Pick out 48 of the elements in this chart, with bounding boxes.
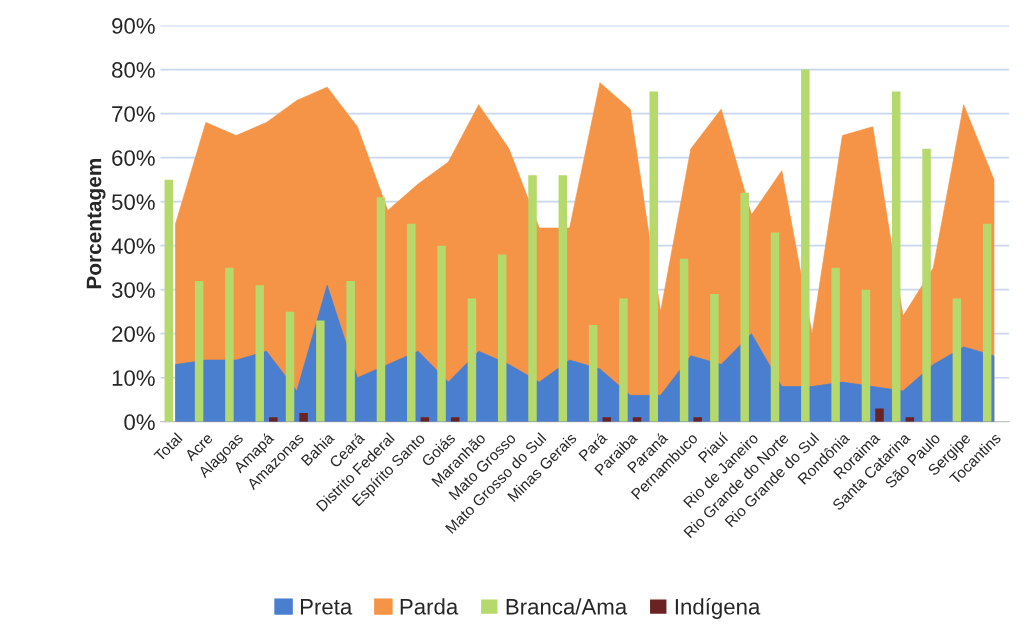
bar	[285, 311, 295, 422]
bar	[801, 69, 810, 422]
legend-label: Preta	[300, 599, 353, 615]
y-tick-label: 60%	[112, 150, 155, 166]
y-tick-label: 50%	[111, 194, 155, 210]
bar	[831, 267, 840, 422]
bar	[602, 417, 611, 422]
bar	[649, 91, 659, 422]
bar	[619, 298, 628, 422]
bar	[693, 417, 702, 422]
bar	[467, 298, 477, 422]
bar	[376, 197, 386, 422]
y-tick-label: 10%	[112, 370, 155, 386]
bar	[528, 175, 537, 422]
bar	[875, 408, 884, 422]
bar	[316, 320, 325, 422]
bar	[299, 412, 308, 422]
bar	[164, 179, 174, 422]
bar	[497, 254, 507, 422]
y-tick-label: 40%	[111, 238, 155, 254]
bar	[255, 285, 264, 422]
bar	[892, 91, 901, 422]
legend-label: Branca/Ama	[506, 598, 628, 615]
bar	[588, 324, 598, 422]
bar	[770, 232, 780, 422]
y-tick-label: 30%	[111, 282, 155, 298]
y-tick-label: 90%	[112, 18, 155, 34]
bar	[346, 280, 355, 422]
bar	[740, 192, 749, 422]
y-tick-label: 80%	[112, 62, 155, 78]
bar	[861, 289, 871, 422]
bar	[710, 294, 719, 422]
bar	[922, 148, 931, 422]
bar	[437, 245, 446, 422]
y-tick-label: 70%	[112, 106, 155, 122]
bar	[407, 223, 416, 422]
bar	[982, 223, 992, 422]
legend-label: Indígena	[675, 598, 761, 619]
y-tick-label: 0%	[124, 414, 155, 431]
legend-label: Parda	[400, 598, 459, 615]
bar	[952, 298, 962, 422]
bar	[679, 258, 689, 422]
y-axis-title: Porcentagem	[86, 158, 106, 289]
bar	[558, 175, 568, 422]
y-tick-label: 20%	[112, 326, 155, 342]
bar	[225, 267, 234, 422]
bar	[194, 280, 204, 422]
bar	[269, 417, 278, 422]
